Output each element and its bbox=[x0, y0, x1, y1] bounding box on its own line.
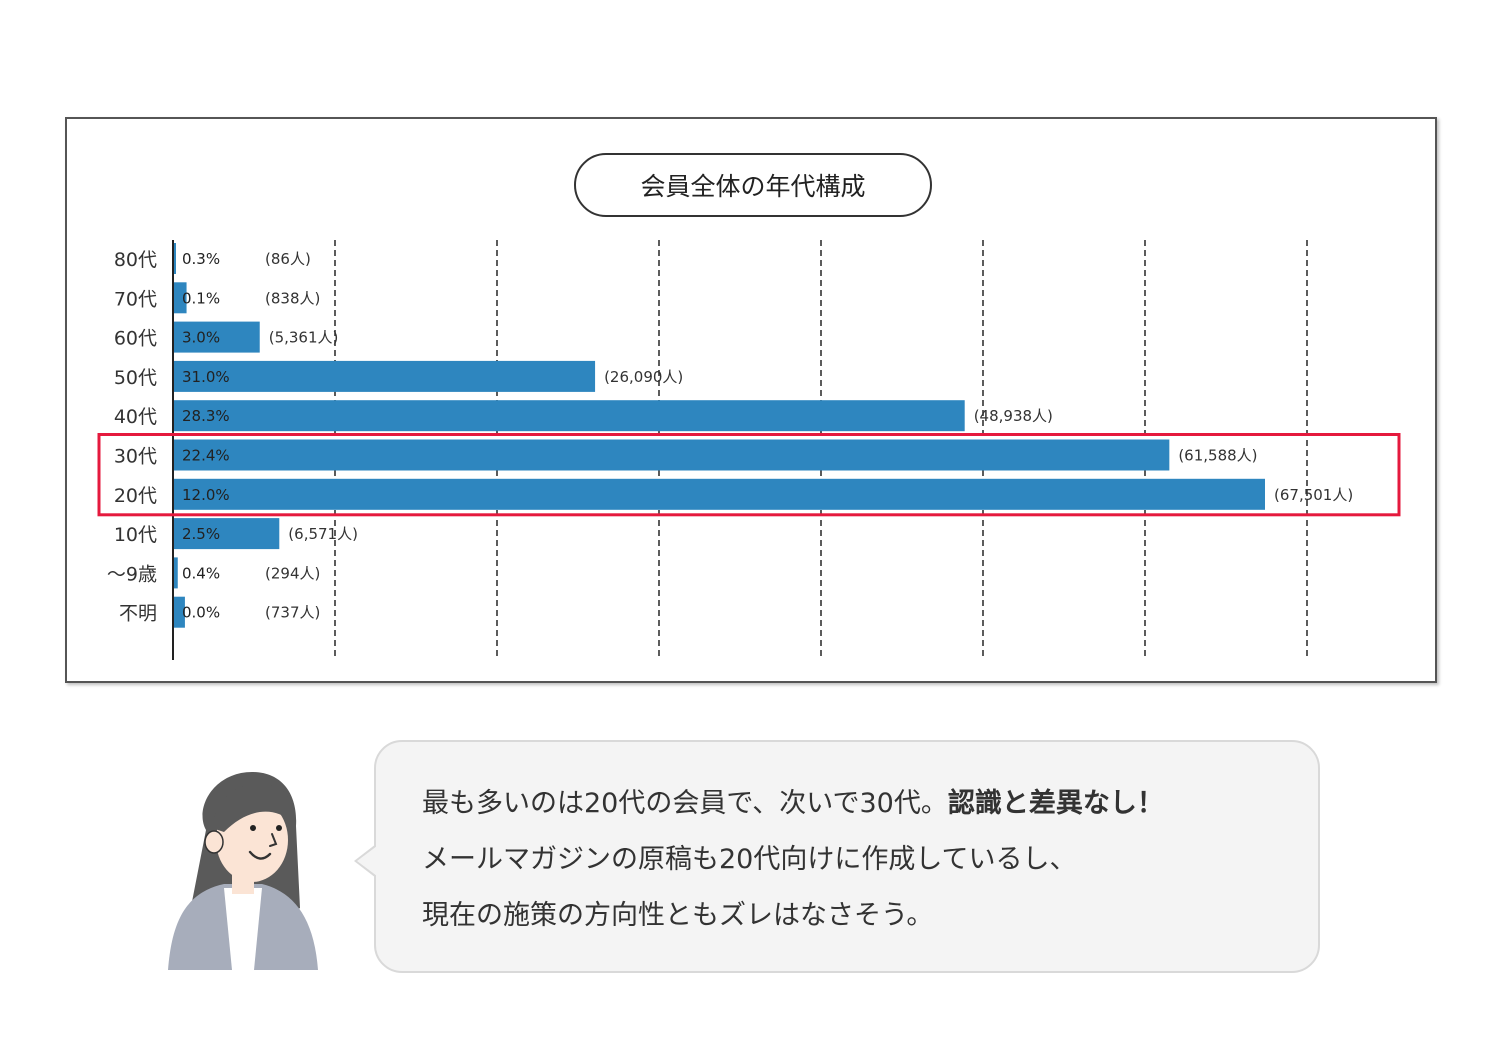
percent-label: 28.3% bbox=[182, 407, 230, 425]
bar bbox=[173, 596, 185, 628]
bar bbox=[173, 243, 176, 274]
category-label: 20代 bbox=[114, 485, 157, 507]
category-label: 70代 bbox=[114, 288, 157, 310]
category-label: 80代 bbox=[114, 249, 157, 271]
category-label: ～9歳 bbox=[107, 563, 157, 585]
percent-label: 0.4% bbox=[182, 564, 220, 582]
highlight-box bbox=[97, 433, 1401, 517]
category-label: 30代 bbox=[114, 446, 157, 468]
callout-line-1-text: 最も多いのは20代の会員で、次いで30代。 bbox=[422, 788, 948, 819]
bubble-tail bbox=[357, 846, 377, 876]
percent-label: 0.0% bbox=[182, 604, 220, 622]
category-label: 50代 bbox=[114, 367, 157, 389]
callout-line-1-bold: 認識と差異なし！ bbox=[947, 788, 1164, 819]
percent-label: 0.1% bbox=[182, 289, 220, 307]
count-label: (26,090人) bbox=[604, 368, 683, 386]
count-label: (6,571人) bbox=[288, 525, 358, 543]
percent-label: 12.0% bbox=[182, 486, 230, 504]
category-label: 10代 bbox=[114, 524, 157, 546]
count-label: (5,361人) bbox=[269, 329, 339, 347]
bar bbox=[173, 282, 187, 314]
count-label: (48,938人) bbox=[974, 407, 1053, 425]
bar bbox=[173, 360, 596, 392]
bar bbox=[173, 557, 178, 589]
count-label: (86人) bbox=[265, 250, 311, 268]
callout-line-1: 最も多いのは20代の会員で、次いで30代。認識と差異なし！ bbox=[422, 786, 1164, 822]
callout-line-2: メールマガジンの原稿も20代向けに作成しているし、 bbox=[422, 844, 1077, 875]
bar bbox=[173, 478, 1265, 510]
avatar bbox=[168, 772, 318, 970]
percent-label: 0.3% bbox=[182, 250, 220, 268]
bar bbox=[173, 518, 280, 550]
category-label: 60代 bbox=[114, 328, 157, 350]
count-label: (838人) bbox=[265, 289, 320, 307]
bar-chart: 80代 0.3% (86人) 70代 0.1% (838人) 60代 3.0% (5,361人)… bbox=[97, 240, 1401, 660]
category-label: 40代 bbox=[114, 406, 157, 428]
count-label: (61,588人) bbox=[1178, 447, 1257, 465]
percent-label: 22.4% bbox=[182, 447, 230, 465]
percent-label: 31.0% bbox=[182, 368, 230, 386]
chart-frame: 80代 0.3% (86人) 70代 0.1% (838人) 60代 3.0% (5,361人)… bbox=[65, 117, 1437, 683]
bar bbox=[173, 321, 260, 353]
callout-line-3: 現在の施策の方向性ともズレはなさそう。 bbox=[422, 900, 934, 931]
count-label: (294人) bbox=[265, 564, 320, 582]
percent-label: 2.5% bbox=[182, 525, 220, 543]
speech-bubble: 最も多いのは20代の会員で、次いで30代。認識と差異なし！ メールマガジンの原稿… bbox=[354, 740, 1320, 973]
category-label: 不明 bbox=[119, 603, 157, 625]
count-label: (67,501人) bbox=[1274, 486, 1353, 504]
percent-label: 3.0% bbox=[182, 329, 220, 347]
count-label: (737人) bbox=[265, 604, 320, 622]
chart-title: 会員全体の年代構成 bbox=[574, 153, 932, 217]
bar bbox=[173, 400, 965, 432]
bar bbox=[173, 439, 1170, 471]
